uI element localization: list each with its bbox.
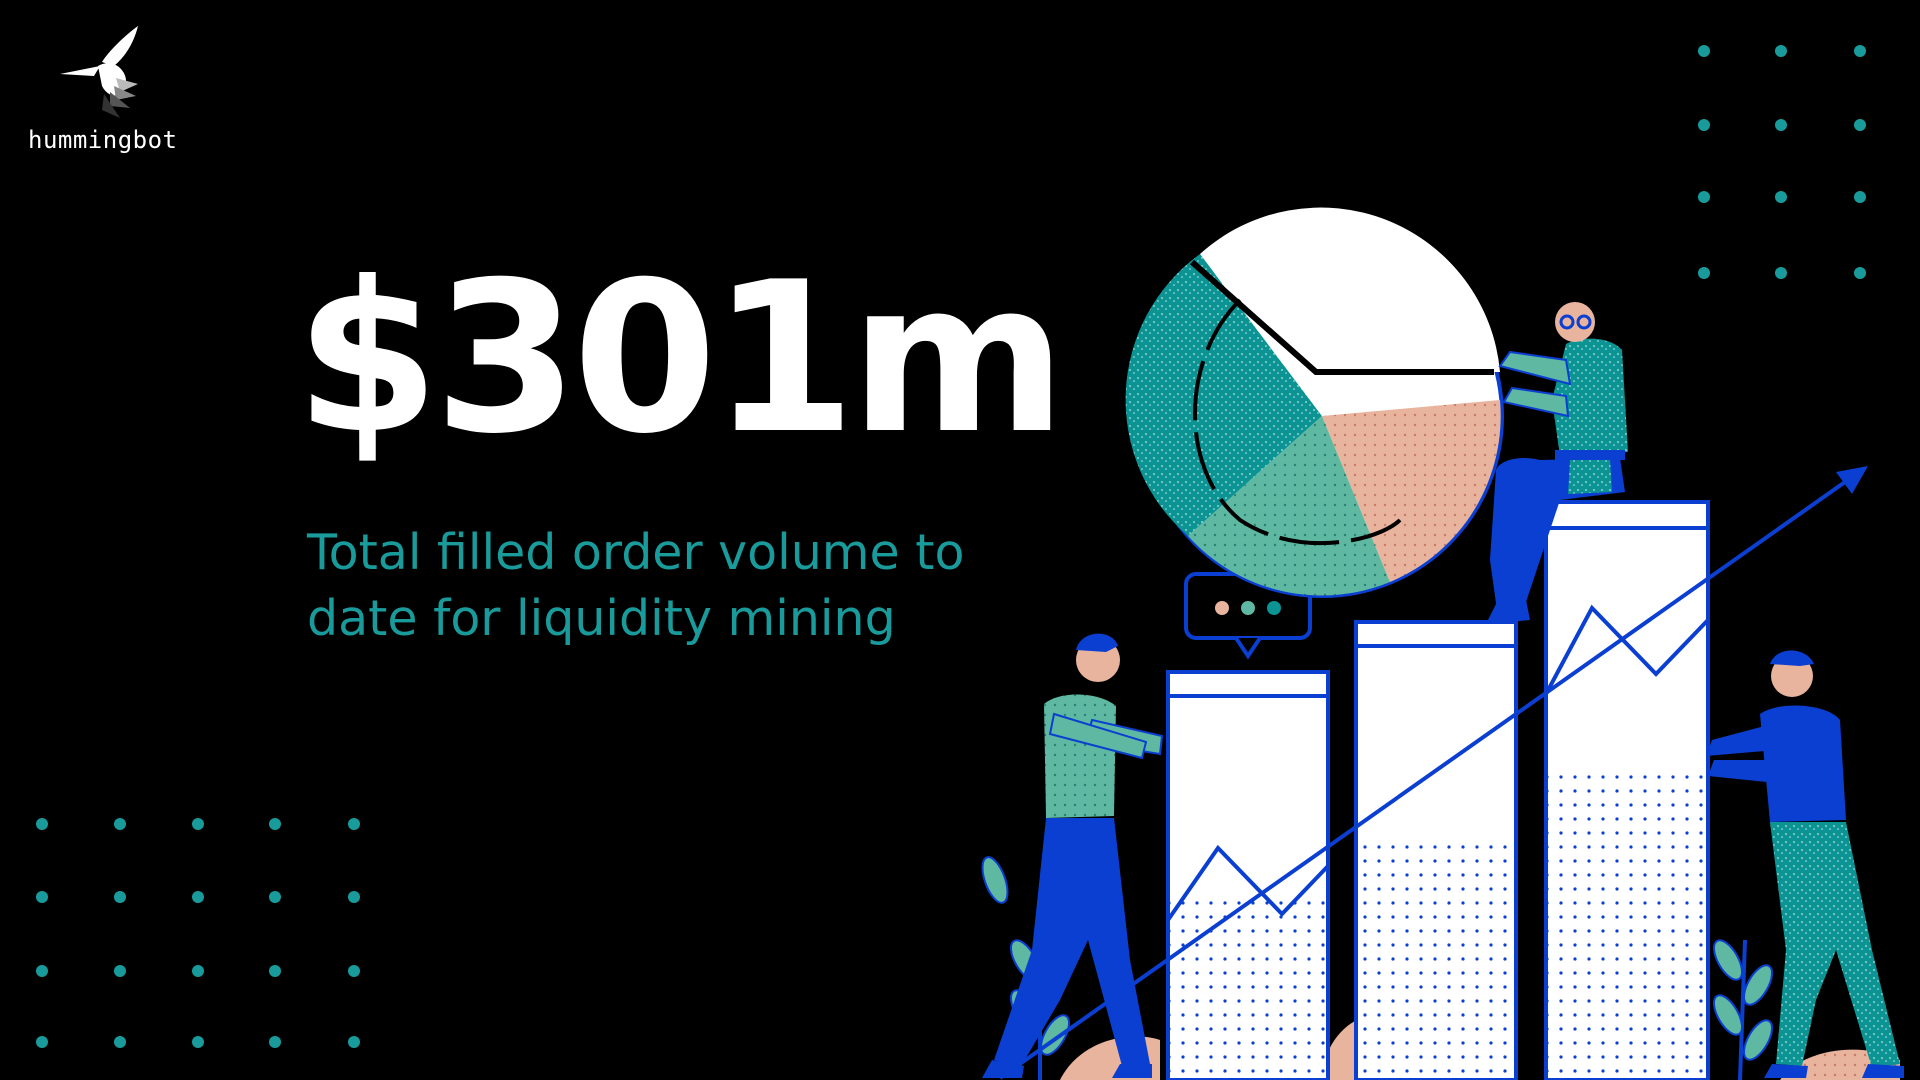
- subhead-line-2: date for liquidity mining: [307, 590, 896, 647]
- hummingbird-icon: [60, 26, 138, 118]
- person-left: [982, 633, 1164, 1078]
- zigzag-line-right: [1544, 604, 1710, 695]
- person-seated: [1486, 302, 1628, 624]
- trend-arrow-head: [1836, 466, 1868, 494]
- growth-chart-illustration: [981, 207, 1904, 1080]
- trend-arrow-line: [998, 468, 1864, 1080]
- brand-name: hummingbot: [28, 126, 178, 154]
- bar-3: [1544, 500, 1710, 1080]
- brand-logo: hummingbot: [28, 22, 198, 162]
- bar-1: [1166, 670, 1330, 1080]
- pie-chart-graphic: [1125, 207, 1504, 598]
- bar-2: [1354, 620, 1518, 1080]
- dot-grid-bottom-left: [36, 818, 360, 1048]
- subhead: Total filled order volume to date for li…: [307, 520, 1027, 652]
- person-right: [1706, 650, 1904, 1078]
- zigzag-line-left: [1166, 844, 1330, 922]
- plant-right: [1713, 939, 1773, 1080]
- headline-value: $301m: [295, 238, 1067, 480]
- dot-grid-top-right: [1698, 45, 1866, 279]
- subhead-line-1: Total filled order volume to: [307, 524, 965, 581]
